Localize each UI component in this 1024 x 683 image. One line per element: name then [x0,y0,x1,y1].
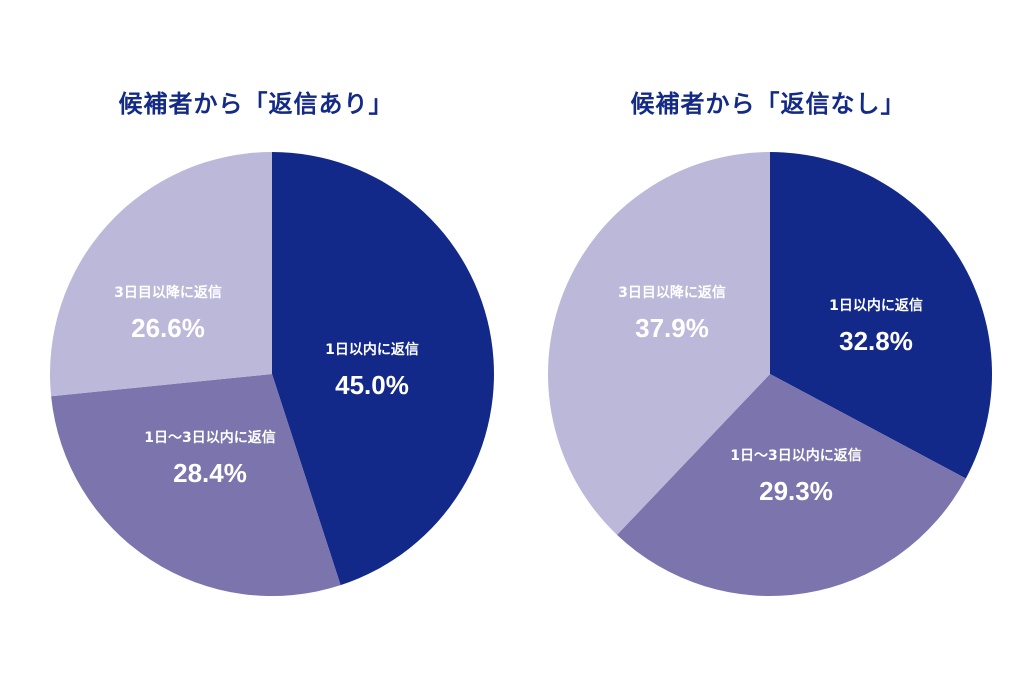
slice-value-within-1-day: 32.8% [839,326,913,356]
pie-slice-within-1-day [272,152,494,586]
slice-value-within-1-day: 45.0% [335,370,409,400]
pie-slice-within-1-day [770,152,993,479]
pie-slice-after-3-days [49,152,272,397]
slice-value-after-3-days: 26.6% [131,313,205,343]
pie-chart-replied: 候補者から「返信あり」 1日以内に返信 45.0% 1日～3日以内に返信 28.4% 3… [49,90,494,596]
pie-svg: 1日以内に返信 32.8% 1日～3日以内に返信 29.3% 3日目以降に返信 37.9% [548,152,993,596]
pie-slice-1-to-3-days [617,374,966,596]
chart-title: 候補者から「返信なし」 [630,90,906,118]
chart-title: 候補者から「返信あり」 [118,90,394,118]
slice-label-within-1-day: 1日以内に返信 [829,297,923,314]
slice-label-within-1-day: 1日以内に返信 [325,341,419,358]
slice-label-1-to-3-days: 1日～3日以内に返信 [730,447,861,464]
slice-value-1-to-3-days: 28.4% [173,458,247,488]
pie-slice-after-3-days [548,152,770,535]
slice-label-1-to-3-days: 1日～3日以内に返信 [144,429,275,446]
pie-chart-no-reply: 候補者から「返信なし」 1日以内に返信 32.8% 1日～3日以内に返信 29.3% 3… [512,0,1024,683]
pie-slice-1-to-3-days [51,374,341,596]
pie-svg: 1日以内に返信 45.0% 1日～3日以内に返信 28.4% 3日目以降に返信 26.6% [49,152,494,596]
slice-label-after-3-days: 3日目以降に返信 [114,284,222,301]
slice-label-after-3-days: 3日目以降に返信 [618,284,726,301]
slice-value-1-to-3-days: 29.3% [759,476,833,506]
slice-value-after-3-days: 37.9% [635,313,709,343]
